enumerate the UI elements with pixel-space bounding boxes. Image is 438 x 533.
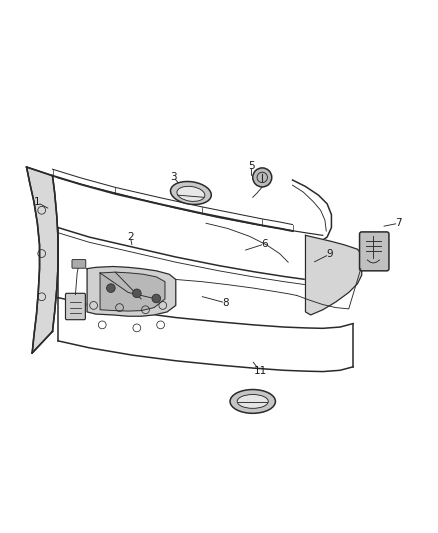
Circle shape (106, 284, 115, 293)
Text: 8: 8 (222, 298, 229, 308)
Circle shape (253, 168, 272, 187)
Ellipse shape (177, 187, 205, 201)
Ellipse shape (170, 182, 211, 205)
Circle shape (133, 289, 141, 297)
FancyBboxPatch shape (360, 232, 389, 271)
Text: 11: 11 (254, 366, 267, 376)
Ellipse shape (237, 394, 268, 408)
Polygon shape (305, 236, 362, 315)
Ellipse shape (230, 390, 276, 413)
Text: 3: 3 (170, 172, 177, 182)
Polygon shape (87, 266, 176, 316)
Text: 7: 7 (395, 218, 402, 228)
Circle shape (152, 294, 161, 303)
Text: 10: 10 (81, 298, 94, 308)
Text: 6: 6 (261, 239, 268, 249)
Text: 5: 5 (248, 161, 255, 171)
Polygon shape (27, 167, 58, 353)
FancyBboxPatch shape (72, 260, 86, 268)
Polygon shape (100, 272, 165, 311)
Text: 1: 1 (34, 198, 41, 207)
Text: 2: 2 (127, 232, 134, 242)
FancyBboxPatch shape (66, 293, 85, 320)
Text: 9: 9 (326, 249, 332, 260)
